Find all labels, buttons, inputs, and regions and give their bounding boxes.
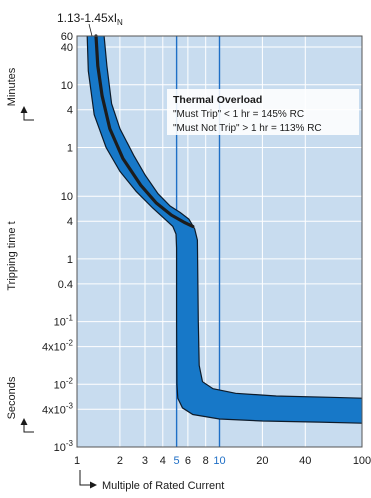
annotation-box (167, 89, 359, 135)
y-tick-label: 10-1 (54, 314, 74, 329)
top-label-leader (88, 23, 93, 37)
y-tick-label: 4x10-3 (42, 401, 74, 416)
y-tick-label: 4x10-2 (42, 339, 74, 354)
seconds-arrow-icon (20, 418, 34, 433)
y-tick-exponent: -3 (66, 401, 74, 410)
y-tick-label: 10-2 (54, 376, 74, 391)
y-tick-label: 40 (61, 42, 73, 54)
y-tick-base: 10 (54, 379, 66, 391)
plot-frame (76, 35, 363, 448)
y-unit-seconds: Seconds (6, 376, 18, 419)
top-current-label-sub: N (117, 18, 123, 27)
y-tick-label: 1 (67, 142, 73, 154)
y-tick-label: 4 (67, 216, 73, 228)
x-tick-label: 4 (160, 455, 166, 467)
y-tick-label: 60 (61, 31, 73, 43)
x-label-arrow-icon (79, 470, 97, 489)
x-tick-label: 20 (256, 455, 268, 467)
y-axis-label: Tripping time t (6, 221, 18, 290)
typical-trip-curve (94, 34, 195, 228)
y-unit-minutes: Minutes (6, 67, 18, 106)
annotation-title: Thermal Overload (173, 94, 262, 106)
x-tick-label: 8 (203, 455, 209, 467)
y-tick-base: 4x10 (42, 342, 66, 354)
y-tick-label: 4 (67, 105, 73, 117)
x-tick-label: 2 (117, 455, 123, 467)
x-tick-label: 40 (299, 455, 311, 467)
y-tick-exponent: -3 (66, 439, 74, 448)
x-tick-label: 6 (185, 455, 191, 467)
y-tick-base: 10 (54, 317, 66, 329)
top-current-label: 1.13-1.45xIN (57, 11, 123, 27)
typical-curve-layer (94, 34, 195, 228)
y-tick-base: 10 (54, 442, 66, 454)
band-lower-edge (86, 35, 363, 424)
y-tick-label: 1 (67, 254, 73, 266)
annotation-must-trip: "Must Trip" < 1 hr = 145% RC (173, 109, 304, 120)
x-axis-label: Multiple of Rated Current (102, 480, 224, 492)
x-tick-label: 100 (353, 455, 371, 467)
y-tick-exponent: -1 (66, 314, 74, 323)
band-upper-edge (103, 35, 363, 399)
x-tick-label: 10 (213, 455, 225, 467)
y-tick-label: 10-3 (54, 439, 74, 454)
y-tick-label: 10 (61, 80, 73, 92)
y-tick-exponent: -2 (66, 339, 74, 348)
x-tick-label: 1 (74, 455, 80, 467)
minutes-arrow-icon (20, 106, 34, 121)
trip-band-layer (86, 35, 363, 424)
annotation-must-not-trip: "Must Not Trip" > 1 hr = 113% RC (173, 123, 322, 134)
top-current-label-main: 1.13-1.45xI (57, 11, 117, 25)
y-tick-base: 4x10 (42, 404, 66, 416)
y-tick-exponent: -2 (66, 376, 74, 385)
y-tick-label: 0.4 (58, 279, 73, 291)
x-tick-label: 3 (142, 455, 148, 467)
thermal-overload-annotation: Thermal Overload "Must Trip" < 1 hr = 14… (167, 89, 359, 135)
y-tick-label: 10 (61, 191, 73, 203)
x-tick-label: 5 (174, 455, 180, 467)
x-tick-labels: 1 2 3 4 5 6 8 10 20 40 100 (74, 455, 371, 467)
